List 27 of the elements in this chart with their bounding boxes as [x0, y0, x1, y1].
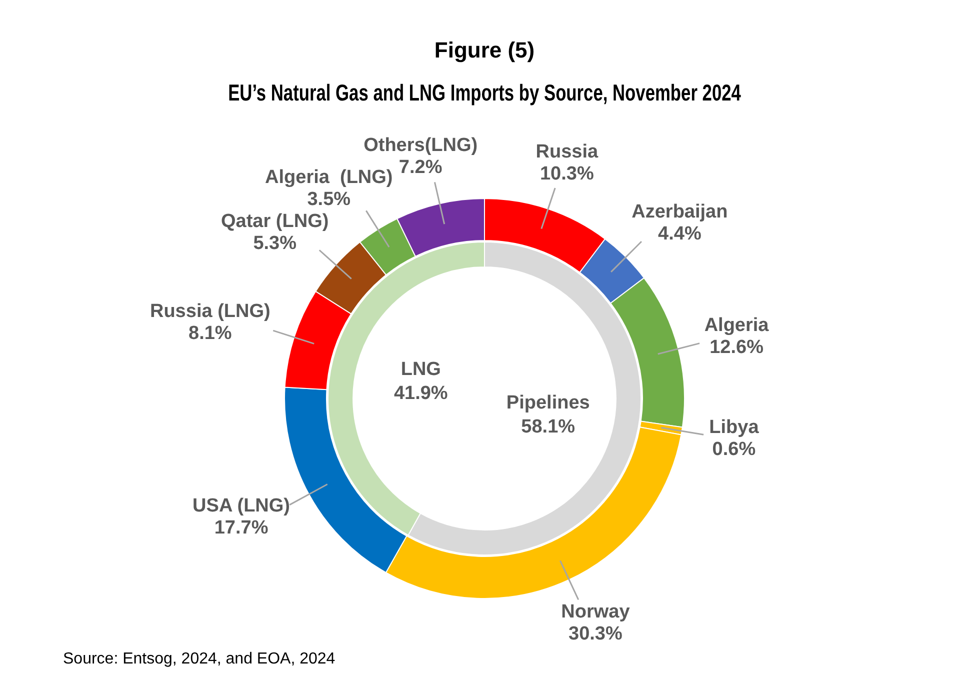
data-label: 12.6% [710, 337, 764, 358]
data-label: 5.3% [253, 232, 297, 254]
data-label: 58.1% [521, 416, 576, 438]
source-note: Source: Entsog, 2024, and EOA, 2024 [63, 650, 336, 668]
data-label: 0.6% [712, 439, 756, 460]
data-label: 17.7% [214, 518, 268, 539]
data-label: 10.3% [540, 164, 594, 185]
slice-label: Pipelines [506, 392, 590, 414]
slice-label: Algeria [704, 315, 770, 336]
slice-label: Russia [536, 142, 598, 163]
slice-label: Algeria (LNG) [265, 166, 393, 188]
slice-label: Qatar (LNG) [221, 210, 329, 232]
chart-subtitle: EU’s Natural Gas and LNG Imports by Source, November 2024 [228, 81, 742, 106]
slice-label: Azerbaijan [632, 201, 728, 222]
data-label: 8.1% [188, 322, 232, 344]
data-label: 30.3% [568, 623, 622, 644]
slice-label: Others(LNG) [364, 135, 478, 156]
slice-label: Russia (LNG) [150, 300, 270, 322]
chart-title: Figure (5) [434, 37, 535, 62]
data-label: 41.9% [394, 383, 448, 404]
data-label: 7.2% [398, 157, 442, 178]
data-label: 3.5% [307, 188, 351, 210]
data-label: 4.4% [658, 223, 702, 244]
slice-label: LNG [400, 359, 441, 380]
slice-label: USA (LNG) [192, 496, 290, 517]
slice-label: Norway [561, 601, 630, 622]
slice-label: Libya [709, 417, 760, 438]
